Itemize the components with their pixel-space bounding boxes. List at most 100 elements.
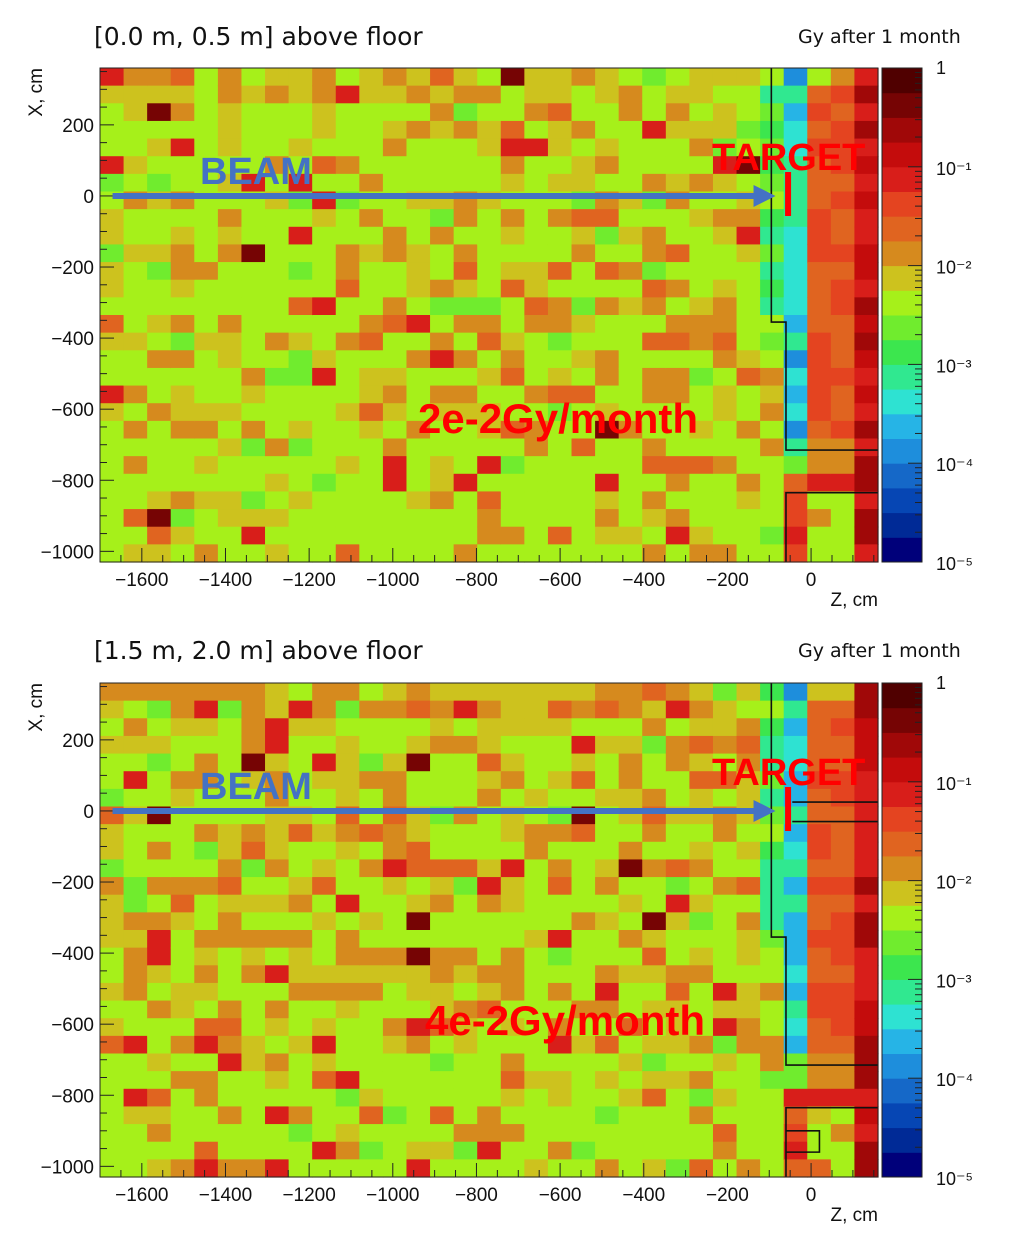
heatmap-cell (595, 877, 620, 896)
heatmap-cell (453, 1018, 478, 1037)
heatmap-cell (359, 156, 384, 175)
heatmap-cell (312, 771, 337, 790)
heatmap-cell (312, 138, 337, 157)
heatmap-cell (147, 1124, 172, 1143)
heatmap-cell (736, 420, 761, 440)
heatmap-cell (241, 1018, 266, 1037)
heatmap-cell (170, 1018, 195, 1037)
heatmap-cell (100, 930, 125, 949)
heatmap-cell (123, 226, 148, 246)
colorbar-title-top: Gy after 1 month (798, 26, 961, 48)
heatmap-cell (854, 1071, 879, 1090)
heatmap-cell (453, 209, 478, 228)
heatmap-cell (571, 438, 596, 457)
heatmap-cell (547, 491, 573, 510)
heatmap-cell (194, 456, 219, 475)
heatmap-cell (359, 965, 384, 984)
heatmap-cell (665, 753, 690, 772)
heatmap-cell (170, 350, 195, 369)
heatmap-cell (265, 877, 290, 896)
heatmap-cell (783, 1035, 808, 1055)
heatmap-cell (382, 526, 408, 545)
heatmap-cell (123, 173, 148, 193)
heatmap-cell (736, 456, 761, 475)
heatmap-cell (123, 85, 148, 104)
heatmap-cell (147, 771, 172, 790)
heatmap-cell (217, 700, 243, 719)
heatmap-cell (712, 85, 738, 104)
heatmap-cell (406, 103, 431, 122)
heatmap-cell (524, 947, 549, 966)
heatmap-cell (547, 1106, 573, 1125)
heatmap-cell (100, 982, 125, 1002)
heatmap-cell (477, 824, 502, 843)
y-tick-label: 0 (83, 187, 94, 208)
heatmap-cell (783, 700, 808, 719)
heatmap-cell (335, 103, 360, 122)
heatmap-cell (760, 700, 785, 719)
heatmap-cell (406, 420, 431, 440)
heatmap-cell (241, 473, 266, 493)
heatmap-cell (406, 491, 431, 510)
heatmap-cell (524, 509, 549, 528)
heatmap-cell (571, 947, 596, 966)
heatmap-cell (288, 718, 313, 737)
heatmap-cell (783, 930, 808, 949)
heatmap-cell (642, 824, 667, 843)
heatmap-cell (170, 68, 195, 87)
heatmap-cell (547, 173, 573, 193)
heatmap-cell (760, 1088, 785, 1108)
heatmap-cell (665, 456, 690, 475)
heatmap-cell (524, 859, 549, 878)
heatmap-cell (524, 209, 549, 228)
heatmap-cell (524, 138, 549, 157)
heatmap-cell (830, 138, 856, 157)
heatmap-cell (500, 1088, 525, 1108)
heatmap-cell (689, 1141, 714, 1160)
heatmap-cell (194, 1035, 219, 1055)
heatmap-cell (288, 894, 313, 913)
heatmap-cell (170, 1000, 195, 1019)
colorbar-frame (881, 67, 923, 563)
heatmap-cell (524, 544, 549, 563)
heatmap-cell (453, 544, 478, 563)
heatmap-cell (595, 509, 620, 528)
heatmap-cell (312, 930, 337, 949)
heatmap-cell (359, 226, 384, 246)
heatmap-cell (194, 1088, 219, 1108)
heatmap-cell (288, 1035, 313, 1055)
heatmap-cell (194, 403, 219, 422)
heatmap-cell (241, 753, 266, 772)
heatmap-cell (359, 753, 384, 772)
heatmap-cell (571, 420, 596, 440)
heatmap-cell (430, 683, 455, 702)
colorbar-swatch (882, 512, 922, 538)
heatmap-cell (147, 965, 172, 984)
heatmap-cell (642, 1035, 667, 1055)
heatmap-cell (100, 526, 125, 545)
heatmap-cell (123, 841, 148, 861)
heatmap-cell (288, 526, 313, 545)
heatmap-cell (170, 262, 195, 281)
heatmap-cell (194, 1000, 219, 1019)
heatmap-cell (382, 700, 408, 719)
heatmap-cell (500, 1124, 525, 1143)
heatmap-cell (783, 120, 808, 140)
heatmap-cell (265, 173, 290, 193)
heatmap-cell (430, 1071, 455, 1090)
heatmap-cell (477, 965, 502, 984)
heatmap-cell (524, 367, 549, 387)
heatmap-cell (477, 1071, 502, 1090)
colorbar-swatch (882, 930, 922, 956)
heatmap-cell (524, 403, 549, 422)
heatmap-cell (406, 1018, 431, 1037)
heatmap-cell (830, 700, 856, 719)
colorbar-tick-label: 1 (936, 58, 946, 78)
heatmap-cell (382, 332, 408, 351)
heatmap-cell (265, 544, 290, 563)
heatmap-cell (500, 438, 525, 457)
heatmap-cell (335, 509, 360, 528)
heatmap-cell (830, 771, 856, 790)
heatmap-cell (453, 894, 478, 913)
heatmap-cell (359, 456, 384, 475)
